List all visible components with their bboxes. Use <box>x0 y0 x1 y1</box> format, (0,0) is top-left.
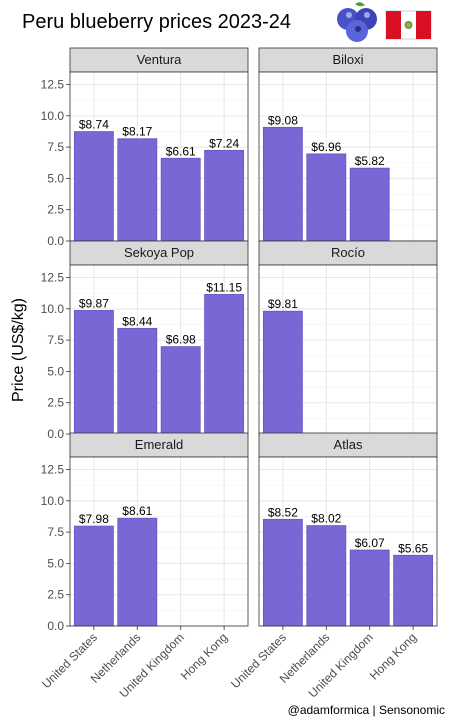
y-tick-label: 12.5 <box>41 78 65 92</box>
bar <box>204 294 245 435</box>
facet-strip <box>69 432 249 458</box>
bar <box>117 138 158 242</box>
y-tick-label: 2.5 <box>47 396 64 410</box>
bar <box>349 549 390 627</box>
blueberries-icon <box>337 2 377 42</box>
bar-value-label: $8.02 <box>311 512 341 526</box>
y-tick-label: 12.5 <box>41 271 65 285</box>
caption: @adamformica | Sensonomic <box>288 703 445 717</box>
facet-panels: Ventura $8.74 $8.17 $6.61 $7.24 0.0 2.5 5.0 7.5 1… <box>39 47 438 701</box>
facet-strip-label: Sekoya Pop <box>124 245 194 260</box>
y-axis-label: Price (US$/kg) <box>10 298 27 402</box>
bar-value-label: $11.15 <box>206 280 242 294</box>
y-tick-label: 10.0 <box>41 109 65 123</box>
y-tick-label: 0.0 <box>47 234 64 248</box>
bar-value-label: $8.74 <box>79 118 109 132</box>
x-tick-label: United States <box>228 630 289 691</box>
bar <box>73 310 114 435</box>
y-tick-label: 2.5 <box>47 588 64 602</box>
facet-strip-label: Atlas <box>334 437 363 452</box>
bar-value-label: $7.98 <box>79 512 109 526</box>
bar-value-label: $6.07 <box>355 536 385 550</box>
facet-strip <box>258 240 438 266</box>
x-tick-label: Hong Kong <box>367 630 419 682</box>
bar-value-label: $9.81 <box>268 297 298 311</box>
bar <box>160 346 201 435</box>
bar <box>73 131 114 242</box>
bar-value-label: $8.44 <box>122 314 152 328</box>
panel-border <box>258 456 438 627</box>
y-tick-label: 7.5 <box>47 525 64 539</box>
x-tick-label: United States <box>39 630 100 691</box>
y-tick-label: 5.0 <box>47 171 64 185</box>
bar-value-label: $6.98 <box>166 333 196 347</box>
facet-strip-label: Rocío <box>331 245 365 260</box>
bar-value-label: $7.24 <box>209 136 239 150</box>
facet-strip-label: Ventura <box>137 52 183 67</box>
facet-panel: Ventura $8.74 $8.17 $6.61 $7.24 0.0 2.5 5.0 7.5 1… <box>41 47 249 248</box>
bar-value-label: $9.87 <box>79 296 109 310</box>
bar <box>160 157 201 242</box>
bar-value-label: $6.96 <box>311 140 341 154</box>
bar <box>262 518 303 627</box>
bar-value-label: $8.61 <box>122 504 152 518</box>
y-tick-label: 2.5 <box>47 203 64 217</box>
y-tick-label: 7.5 <box>47 140 64 154</box>
bar <box>204 149 245 242</box>
y-tick-label: 12.5 <box>41 463 65 477</box>
bar-value-label: $9.08 <box>268 113 298 127</box>
bar <box>306 153 347 242</box>
facet-strip-label: Biloxi <box>332 52 363 67</box>
facet-strip-label: Emerald <box>135 437 183 452</box>
bar-value-label: $5.82 <box>355 154 385 168</box>
peru-flag-icon <box>385 10 432 40</box>
panel-border <box>69 456 249 627</box>
chart-title: Peru blueberry prices 2023-24 <box>22 11 291 33</box>
bar-value-label: $6.61 <box>166 144 196 158</box>
facet-panel: Rocío $9.81 <box>258 240 438 435</box>
bar <box>393 554 434 627</box>
bar <box>117 327 158 435</box>
y-tick-label: 0.0 <box>47 619 64 633</box>
bar-value-label: $8.52 <box>268 505 298 519</box>
bar <box>262 310 303 435</box>
y-tick-label: 7.5 <box>47 333 64 347</box>
bar <box>262 126 303 242</box>
y-tick-label: 0.0 <box>47 427 64 441</box>
y-tick-label: 10.0 <box>41 302 65 316</box>
bar-value-label: $5.65 <box>398 541 428 555</box>
facet-panel: Sekoya Pop $9.87 $8.44 $6.98 $11.15 0.0 2.5 5.0… <box>41 240 249 441</box>
bar <box>73 525 114 627</box>
bar <box>306 525 347 627</box>
bar <box>117 517 158 627</box>
facet-panel: Biloxi $9.08 $6.96 $5.82 <box>258 47 438 242</box>
y-tick-label: 5.0 <box>47 364 64 378</box>
facet-strip <box>69 47 249 73</box>
y-tick-label: 10.0 <box>41 494 65 508</box>
bar-value-label: $8.17 <box>122 125 152 139</box>
facet-strip <box>69 240 249 266</box>
y-tick-label: 5.0 <box>47 556 64 570</box>
x-tick-label: Hong Kong <box>178 630 230 682</box>
bar <box>349 167 390 242</box>
facet-panel: Emerald $7.98 $8.61 0.0 2.5 5.0 7.5 10.0 12.5 Uni… <box>39 432 249 701</box>
